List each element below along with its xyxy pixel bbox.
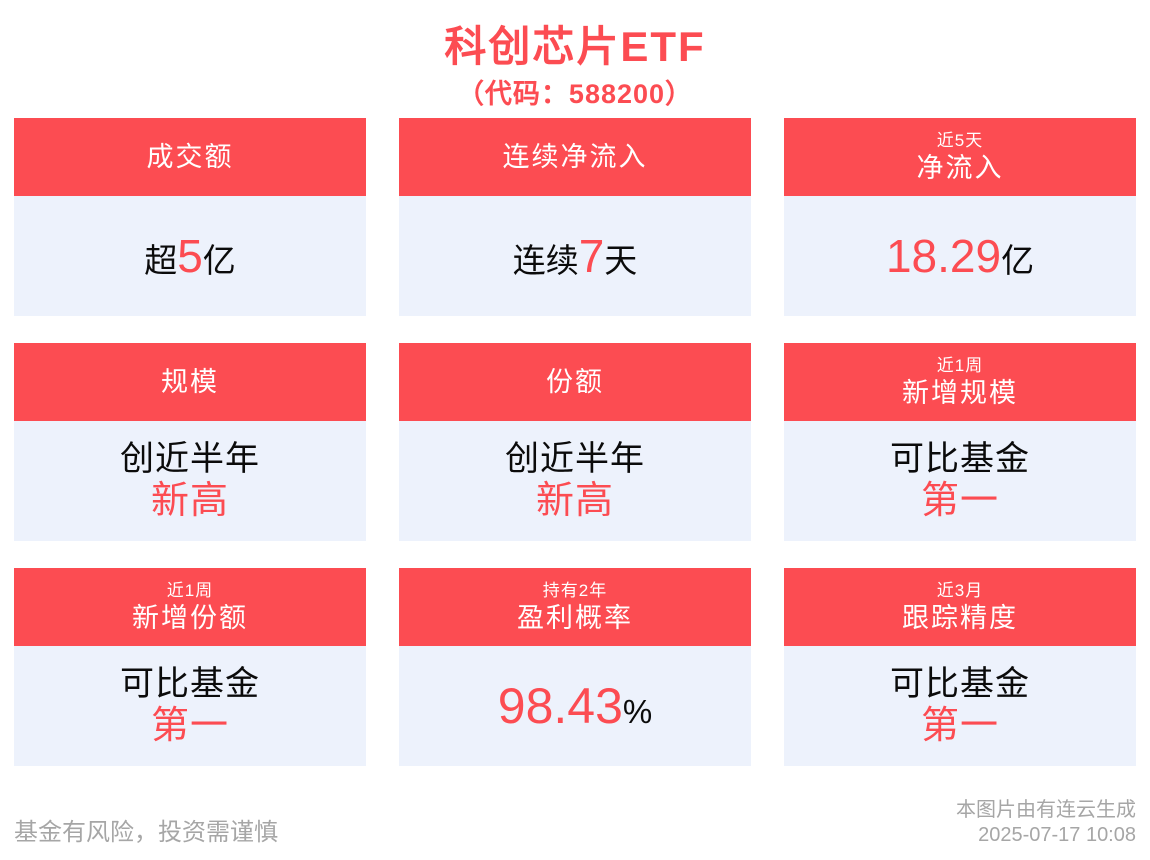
card-new-scale-1w-header: 近1周 新增规模 <box>784 343 1136 421</box>
card-tracking-precision-3m: 近3月 跟踪精度 可比基金 第一 <box>784 568 1136 766</box>
card-consecutive-inflow-body: 连续 7 天 <box>399 196 751 316</box>
card-net-inflow-5d-title: 净流入 <box>916 152 1004 183</box>
footer: 基金有风险，投资需谨慎 本图片由有连云生成 2025-07-17 10:08 <box>0 798 1150 848</box>
new-scale-1w-line1: 可比基金 <box>890 440 1030 478</box>
risk-disclaimer: 基金有风险，投资需谨慎 <box>14 819 278 846</box>
profit-probability-value: 98.43 % <box>498 680 652 732</box>
card-consecutive-inflow-header: 连续净流入 <box>399 118 751 196</box>
profit-probability-number: 98.43 <box>497 678 623 734</box>
fund-code-subtitle: （代码：588200） <box>456 79 694 109</box>
profit-probability-unit: % <box>622 693 653 730</box>
net-inflow-5d-unit: 亿 <box>1001 242 1035 279</box>
card-scale-header: 规模 <box>14 343 366 421</box>
card-profit-probability-2y: 持有2年 盈利概率 98.43 % <box>399 568 751 766</box>
new-shares-1w-period: 近1周 <box>166 580 214 600</box>
card-scale-body: 创近半年 新高 <box>14 421 366 541</box>
card-tracking-precision-3m-header: 近3月 跟踪精度 <box>784 568 1136 646</box>
card-turnover-body: 超 5 亿 <box>14 196 366 316</box>
card-shares: 份额 创近半年 新高 <box>399 343 751 541</box>
card-scale: 规模 创近半年 新高 <box>14 343 366 541</box>
new-shares-1w-line1: 可比基金 <box>120 665 260 703</box>
card-new-shares-1w-header: 近1周 新增份额 <box>14 568 366 646</box>
tracking-precision-period: 近3月 <box>936 580 984 600</box>
scale-line2: 新高 <box>150 480 229 522</box>
new-scale-1w-period: 近1周 <box>936 355 984 375</box>
card-net-inflow-5d-body: 18.29 亿 <box>784 196 1136 316</box>
consecutive-number: 7 <box>578 230 605 282</box>
card-turnover: 成交额 超 5 亿 <box>14 118 366 316</box>
card-shares-header: 份额 <box>399 343 751 421</box>
card-net-inflow-5d: 近5天 净流入 18.29 亿 <box>784 118 1136 316</box>
card-new-scale-1w: 近1周 新增规模 可比基金 第一 <box>784 343 1136 541</box>
card-scale-title: 规模 <box>161 366 219 397</box>
tracking-precision-line2: 第一 <box>920 705 999 747</box>
new-scale-1w-line2: 第一 <box>920 480 999 522</box>
generated-timestamp: 2025-07-17 10:08 <box>978 824 1136 846</box>
card-profit-probability-2y-body: 98.43 % <box>399 646 751 766</box>
new-shares-1w-line2: 第一 <box>150 705 229 747</box>
shares-line1: 创近半年 <box>505 440 645 478</box>
card-consecutive-inflow: 连续净流入 连续 7 天 <box>399 118 751 316</box>
turnover-number: 5 <box>177 230 203 282</box>
net-inflow-5d-period: 近5天 <box>936 130 984 150</box>
card-tracking-precision-3m-body: 可比基金 第一 <box>784 646 1136 766</box>
stats-grid: 成交额 超 5 亿 连续净流入 连续 7 天 <box>0 118 1150 766</box>
card-new-shares-1w-body: 可比基金 第一 <box>14 646 366 766</box>
card-profit-probability-2y-header: 持有2年 盈利概率 <box>399 568 751 646</box>
card-shares-title: 份额 <box>546 366 604 397</box>
card-turnover-title: 成交额 <box>146 141 234 172</box>
card-new-shares-1w-title: 新增份额 <box>132 602 248 633</box>
card-tracking-precision-3m-title: 跟踪精度 <box>902 602 1018 633</box>
card-new-shares-1w: 近1周 新增份额 可比基金 第一 <box>14 568 366 766</box>
scale-line1: 创近半年 <box>120 440 260 478</box>
card-consecutive-inflow-title: 连续净流入 <box>502 141 648 172</box>
consecutive-prefix: 连续 <box>512 242 579 279</box>
net-inflow-5d-value: 18.29 亿 <box>886 230 1034 282</box>
profit-probability-period: 持有2年 <box>542 580 608 600</box>
turnover-value: 超 5 亿 <box>144 230 236 282</box>
card-new-scale-1w-title: 新增规模 <box>902 377 1018 408</box>
card-shares-body: 创近半年 新高 <box>399 421 751 541</box>
generator-credit-block: 本图片由有连云生成 2025-07-17 10:08 <box>956 798 1136 848</box>
card-profit-probability-2y-title: 盈利概率 <box>517 602 633 633</box>
net-inflow-5d-number: 18.29 <box>885 230 1002 282</box>
card-turnover-header: 成交额 <box>14 118 366 196</box>
shares-line2: 新高 <box>535 480 614 522</box>
consecutive-inflow-value: 连续 7 天 <box>513 230 638 282</box>
consecutive-unit: 天 <box>604 242 638 279</box>
page-title: 科创芯片ETF <box>444 23 706 70</box>
turnover-unit: 亿 <box>202 242 236 279</box>
title-block: 科创芯片ETF （代码：588200） <box>0 0 1150 118</box>
tracking-precision-line1: 可比基金 <box>890 665 1030 703</box>
turnover-prefix: 超 <box>144 242 178 279</box>
generator-credit: 本图片由有连云生成 <box>956 799 1136 821</box>
card-net-inflow-5d-header: 近5天 净流入 <box>784 118 1136 196</box>
card-new-scale-1w-body: 可比基金 第一 <box>784 421 1136 541</box>
